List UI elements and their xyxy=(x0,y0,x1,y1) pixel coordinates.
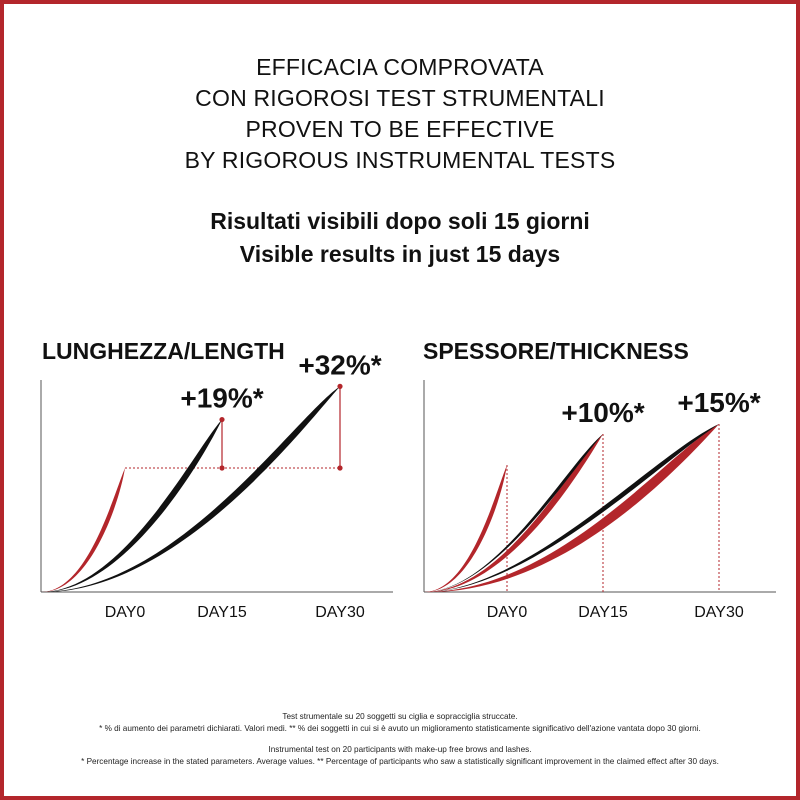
chart-title-thickness: SPESSORE/THICKNESS xyxy=(423,338,689,364)
headline-line: CON RIGOROSI TEST STRUMENTALI xyxy=(195,85,605,111)
x-tick-label: DAY0 xyxy=(487,604,528,621)
footnote: * Percentage increase in the stated para… xyxy=(81,756,719,766)
subheadline-line: Risultati visibili dopo soli 15 giorni xyxy=(210,208,590,234)
subheadline: Risultati visibili dopo soli 15 giorni V… xyxy=(0,205,800,271)
end-point xyxy=(219,416,225,423)
data-label: +32%* xyxy=(298,349,381,380)
end-point xyxy=(337,383,343,389)
series-curve xyxy=(424,434,603,593)
series-curve xyxy=(424,424,719,593)
headline-line: EFFICACIA COMPROVATA xyxy=(256,54,544,80)
data-label: +15%* xyxy=(677,387,760,418)
footnote: Test strumentale su 20 soggetti su cigli… xyxy=(282,712,518,721)
x-tick-label: DAY0 xyxy=(105,604,146,621)
x-tick-label: DAY15 xyxy=(197,604,247,621)
x-tick-label: DAY30 xyxy=(694,604,744,621)
x-tick-label: DAY15 xyxy=(578,604,628,621)
series-curve xyxy=(424,434,603,593)
chart-title-length: LUNGHEZZA/LENGTH xyxy=(42,338,285,364)
x-tick-label: DAY30 xyxy=(315,604,365,621)
series-curve xyxy=(424,465,507,593)
headline-line: PROVEN TO BE EFFECTIVE xyxy=(245,116,555,142)
headline-line: BY RIGOROUS INSTRUMENTAL TESTS xyxy=(184,147,616,173)
footnote: Instrumental test on 20 participants wit… xyxy=(268,745,532,754)
series-curve xyxy=(41,419,222,593)
series-curve xyxy=(41,468,125,593)
footnotes: Test strumentale su 20 soggetti su cigli… xyxy=(0,711,800,767)
series-curve xyxy=(424,424,719,593)
headline: EFFICACIA COMPROVATA CON RIGOROSI TEST S… xyxy=(0,52,800,176)
footnote: * % di aumento dei parametri dichiarati.… xyxy=(99,723,701,733)
data-label: +19%* xyxy=(180,383,263,414)
subheadline-line: Visible results in just 15 days xyxy=(239,241,561,267)
start-point xyxy=(337,465,343,471)
data-label: +10%* xyxy=(561,397,644,428)
start-point xyxy=(219,465,225,471)
